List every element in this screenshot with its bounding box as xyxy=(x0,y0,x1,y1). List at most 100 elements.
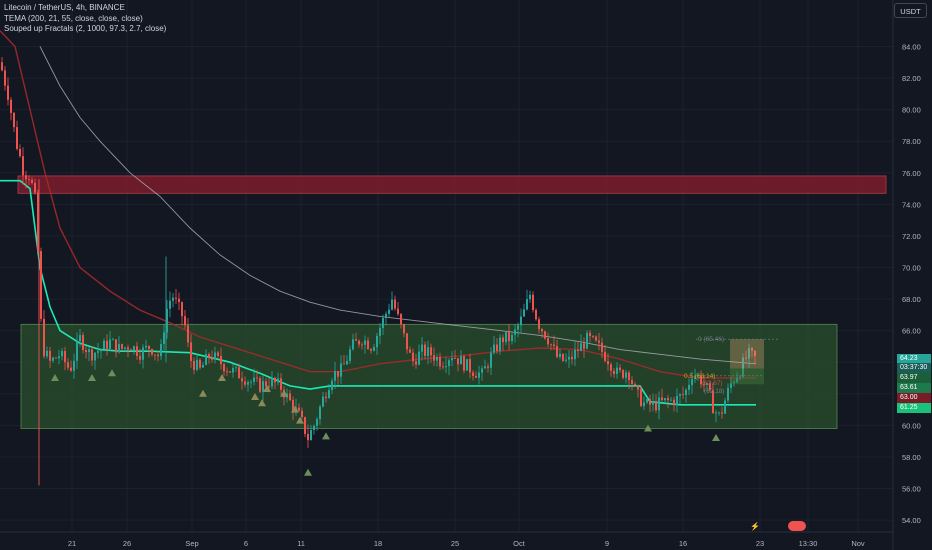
candle-body xyxy=(169,300,171,309)
candle-body xyxy=(484,366,486,369)
candle-body xyxy=(7,85,9,100)
candle-body xyxy=(373,347,375,351)
candle-body xyxy=(124,347,126,349)
candle-body xyxy=(685,389,687,395)
candle-body xyxy=(577,349,579,352)
y-tick-label: 54.00 xyxy=(902,516,921,525)
candle-body xyxy=(637,385,639,390)
candle-body xyxy=(364,340,366,345)
x-tick-label: Oct xyxy=(513,539,526,548)
candle-body xyxy=(358,340,360,345)
x-tick-label: 18 xyxy=(374,539,382,548)
candle-body xyxy=(454,358,456,359)
candle-body xyxy=(691,378,693,386)
flag-icon[interactable] xyxy=(788,521,806,531)
candle-body xyxy=(43,318,45,357)
candle-body xyxy=(94,352,96,361)
candle-body xyxy=(529,294,531,300)
candle-body xyxy=(748,347,750,359)
candle-body xyxy=(754,350,756,356)
candle-body xyxy=(37,192,39,252)
candle-body xyxy=(247,382,249,385)
candle-body xyxy=(337,370,339,377)
candle-body xyxy=(121,344,123,349)
fractal-up-marker xyxy=(108,369,116,377)
candle-body xyxy=(616,367,618,374)
candle-body xyxy=(385,313,387,318)
candle-body xyxy=(445,366,447,368)
candle-body xyxy=(706,382,708,385)
legend-fractals[interactable]: Souped up Fractals (2, 1000, 97.3, 2.7, … xyxy=(4,24,167,33)
price-tag: 63.97 xyxy=(897,373,931,383)
candle-body xyxy=(142,347,144,360)
candle-body xyxy=(463,356,465,371)
candle-body xyxy=(565,359,567,361)
fib-box-lower xyxy=(730,368,764,385)
candle-body xyxy=(226,371,228,373)
candle-body xyxy=(235,367,237,369)
candle-body xyxy=(91,349,93,361)
candle-body xyxy=(490,352,492,368)
candle-body xyxy=(583,343,585,349)
chart-legend: Litecoin / TetherUS, 4h, BINANCE TEMA (2… xyxy=(4,3,166,35)
x-tick-label: 11 xyxy=(297,539,305,548)
candle-body xyxy=(322,396,324,407)
candle-body xyxy=(505,332,507,343)
candle-body xyxy=(394,299,396,309)
candle-body xyxy=(241,378,243,382)
legend-symbol[interactable]: Litecoin / TetherUS, 4h, BINANCE xyxy=(4,3,125,12)
currency-button[interactable]: USDT xyxy=(894,3,927,18)
candle-body xyxy=(88,349,90,353)
candle-body xyxy=(553,344,555,347)
candle-body xyxy=(103,340,105,350)
candle-body xyxy=(100,349,102,352)
fractal-up-marker xyxy=(51,374,59,381)
candle-body xyxy=(151,349,153,355)
candle-body xyxy=(370,349,372,351)
candle-body xyxy=(430,347,432,356)
candle-body xyxy=(184,316,186,326)
candle-body xyxy=(316,419,318,426)
candle-body xyxy=(478,372,480,378)
candle-body xyxy=(526,299,528,310)
candle-body xyxy=(538,319,540,330)
fractal-down-marker xyxy=(296,416,304,424)
candle-body xyxy=(721,412,723,414)
candle-body xyxy=(415,361,417,365)
candle-body xyxy=(160,344,162,357)
candle-body xyxy=(508,332,510,342)
candle-body xyxy=(619,367,621,371)
candle-body xyxy=(118,344,120,353)
fractal-down-marker xyxy=(291,405,299,413)
candle-body xyxy=(718,412,720,414)
price-tag: 63.00 xyxy=(897,393,931,403)
candle-body xyxy=(679,394,681,396)
candle-body xyxy=(58,356,60,359)
candle-body xyxy=(733,382,735,384)
candle-body xyxy=(640,389,642,407)
candle-body xyxy=(424,344,426,356)
legend-tema[interactable]: TEMA (200, 21, 55, close, close, close) xyxy=(4,13,143,23)
candle-body xyxy=(451,358,453,361)
candle-body xyxy=(262,381,264,392)
fractal-up-marker xyxy=(304,468,312,476)
x-tick-label: 6 xyxy=(244,539,248,548)
candle-body xyxy=(688,385,690,390)
candle-body xyxy=(592,336,594,337)
candle-body xyxy=(610,364,612,371)
candle-body xyxy=(724,400,726,414)
y-tick-label: 80.00 xyxy=(902,106,921,115)
y-tick-label: 78.00 xyxy=(902,137,921,146)
candle-body xyxy=(244,381,246,385)
candle-body xyxy=(682,394,684,396)
candle-body xyxy=(535,309,537,320)
fib-tool[interactable]: 0 (65.46) 0.5 (63.14)(62.67)(62.18) xyxy=(684,336,780,395)
candle-body xyxy=(676,395,678,406)
candle-body xyxy=(736,377,738,383)
y-tick-label: 72.00 xyxy=(902,232,921,241)
fib-label: (62.18) xyxy=(704,388,725,395)
lightning-icon[interactable]: ⚡ xyxy=(750,522,760,531)
candle-body xyxy=(115,339,117,353)
y-tick-label: 70.00 xyxy=(902,264,921,273)
